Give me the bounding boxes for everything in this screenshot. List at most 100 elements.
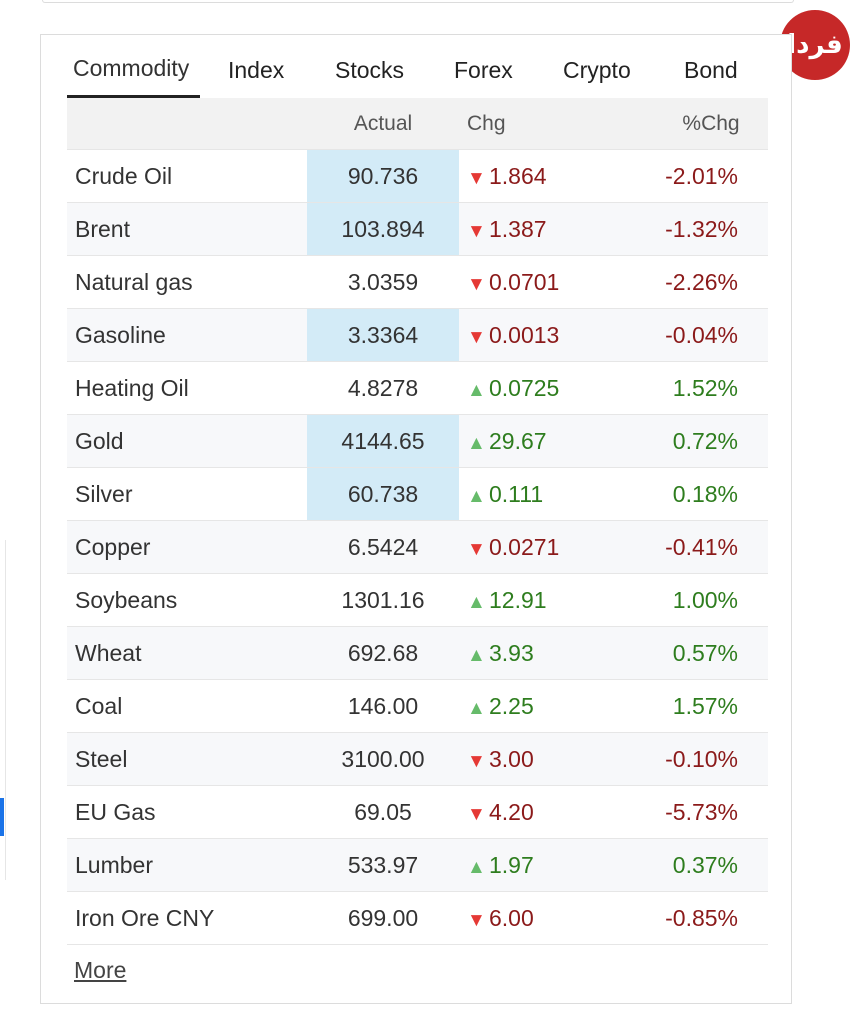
tab-stocks[interactable]: Stocks [335, 57, 405, 83]
actual-value: 146.00 [347, 692, 419, 719]
actual-value: 3.3364 [307, 308, 459, 362]
table-row[interactable]: Wheat 692.68 ▲ 3.93 0.57% [67, 626, 768, 680]
triangle-up-icon: ▲ [467, 432, 486, 454]
column-header-pct-chg[interactable]: %Chg [624, 98, 768, 150]
commodity-name[interactable]: Brent [67, 202, 307, 256]
change-value-cell: ▼ 3.00 [459, 732, 624, 786]
market-tabs: Commodity Index Stocks Forex Crypto Bond [67, 35, 767, 97]
commodity-name[interactable]: Wheat [67, 626, 307, 680]
tab-forex[interactable]: Forex [454, 57, 513, 83]
percent-change-value: 1.52% [672, 374, 738, 401]
percent-change-value: -2.01% [665, 162, 738, 189]
table-row[interactable]: Soybeans 1301.16 ▲ 12.91 1.00% [67, 574, 768, 627]
commodity-name[interactable]: Steel [67, 732, 307, 786]
commodity-name[interactable]: Heating Oil [75, 374, 189, 401]
percent-change-value: 0.72% [624, 414, 768, 468]
change-value: 2.25 [489, 692, 534, 719]
percent-change-value: -0.04% [624, 308, 768, 362]
commodity-name[interactable]: Gold [67, 414, 307, 468]
table-row[interactable]: Gold 4144.65 ▲ 29.67 0.72% [67, 414, 768, 468]
change-value: 6.00 [489, 904, 534, 931]
more-link[interactable]: More [74, 957, 127, 983]
change-value: 1.387 [489, 215, 547, 242]
change-value-cell: ▼ 1.387 [459, 202, 624, 256]
table-row[interactable]: Natural gas 3.0359 ▼ 0.0701 -2.26% [67, 256, 768, 309]
change-value-cell: ▼ 0.0013 [459, 308, 624, 362]
triangle-down-icon: ▼ [467, 909, 486, 931]
active-tab-indicator [67, 95, 200, 98]
triangle-up-icon: ▲ [467, 591, 486, 613]
change-value-cell: ▲ 3.93 [459, 626, 624, 680]
table-row[interactable]: EU Gas 69.05 ▼ 4.20 -5.73% [67, 786, 768, 839]
triangle-down-icon: ▼ [467, 538, 486, 560]
tab-crypto[interactable]: Crypto [563, 57, 631, 83]
triangle-up-icon: ▲ [467, 644, 486, 666]
change-value-cell: ▲ 0.111 [459, 468, 624, 521]
percent-change-value: 1.00% [672, 586, 738, 613]
percent-change-value: -0.85% [665, 904, 738, 931]
actual-value: 3100.00 [307, 732, 459, 786]
previous-card-edge [42, 0, 794, 3]
tab-index[interactable]: Index [228, 57, 285, 83]
left-panel-edge [0, 540, 6, 880]
column-header-actual[interactable]: Actual [307, 98, 459, 150]
triangle-up-icon: ▲ [467, 379, 486, 401]
commodity-name[interactable]: Coal [75, 692, 123, 719]
table-row[interactable]: Coal 146.00 ▲ 2.25 1.57% [67, 680, 768, 733]
change-value: 3.93 [489, 639, 534, 666]
commodity-name[interactable]: Lumber [67, 838, 307, 892]
change-value: 29.67 [489, 427, 547, 454]
commodity-name[interactable]: EU Gas [75, 798, 156, 825]
percent-change-value: -1.32% [624, 202, 768, 256]
tab-bond[interactable]: Bond [684, 57, 738, 83]
change-value-cell: ▲ 0.0725 [459, 362, 624, 415]
tab-commodity[interactable]: Commodity [73, 55, 190, 81]
percent-change-value: 0.37% [624, 838, 768, 892]
table-row[interactable]: Crude Oil 90.736 ▼ 1.864 -2.01% [67, 149, 768, 203]
table-row[interactable]: Iron Ore CNY 699.00 ▼ 6.00 -0.85% [67, 892, 768, 945]
column-header-chg[interactable]: Chg [459, 98, 624, 150]
actual-value: 699.00 [347, 904, 419, 931]
table-row[interactable]: Gasoline 3.3364 ▼ 0.0013 -0.04% [67, 308, 768, 362]
commodity-name[interactable]: Soybeans [75, 586, 178, 613]
table-row[interactable]: Copper 6.5424 ▼ 0.0271 -0.41% [67, 520, 768, 574]
percent-change-value: -2.26% [665, 268, 738, 295]
change-value: 4.20 [489, 798, 534, 825]
change-value-cell: ▲ 2.25 [459, 680, 624, 733]
commodity-name[interactable]: Copper [67, 520, 307, 574]
column-header-name [67, 98, 307, 150]
commodity-table: Actual Chg %Chg Crude Oil 90.736 ▼ 1.864 -2.… [67, 98, 768, 945]
left-panel-accent [0, 798, 4, 836]
change-value: 0.0013 [489, 321, 560, 348]
change-value-cell: ▲ 1.97 [459, 838, 624, 892]
actual-value: 6.5424 [307, 520, 459, 574]
actual-value: 4144.65 [307, 414, 459, 468]
table-row[interactable]: Silver 60.738 ▲ 0.111 0.18% [67, 467, 768, 521]
triangle-down-icon: ▼ [467, 220, 486, 242]
commodity-name[interactable]: Crude Oil [75, 162, 173, 189]
actual-value: 1301.16 [341, 586, 425, 613]
change-value: 0.111 [489, 480, 544, 507]
triangle-up-icon: ▲ [467, 485, 486, 507]
actual-value: 692.68 [307, 626, 459, 680]
change-value-cell: ▲ 29.67 [459, 414, 624, 468]
commodity-name[interactable]: Silver [75, 480, 133, 507]
commodity-name[interactable]: Gasoline [67, 308, 307, 362]
table-row[interactable]: Lumber 533.97 ▲ 1.97 0.37% [67, 838, 768, 892]
actual-value: 103.894 [307, 202, 459, 256]
percent-change-value: 0.18% [672, 480, 738, 507]
triangle-up-icon: ▲ [467, 697, 486, 719]
change-value: 0.0271 [489, 533, 560, 560]
table-row[interactable]: Steel 3100.00 ▼ 3.00 -0.10% [67, 732, 768, 786]
actual-value: 69.05 [354, 798, 412, 825]
commodity-name[interactable]: Iron Ore CNY [75, 904, 215, 931]
table-row[interactable]: Brent 103.894 ▼ 1.387 -1.32% [67, 202, 768, 256]
commodity-name[interactable]: Natural gas [75, 268, 193, 295]
table-header-row: Actual Chg %Chg [67, 98, 768, 150]
actual-value: 533.97 [307, 838, 459, 892]
actual-value: 3.0359 [347, 268, 419, 295]
triangle-down-icon: ▼ [467, 326, 486, 348]
table-row[interactable]: Heating Oil 4.8278 ▲ 0.0725 1.52% [67, 362, 768, 415]
change-value-cell: ▼ 0.0271 [459, 520, 624, 574]
change-value: 1.864 [489, 162, 547, 189]
